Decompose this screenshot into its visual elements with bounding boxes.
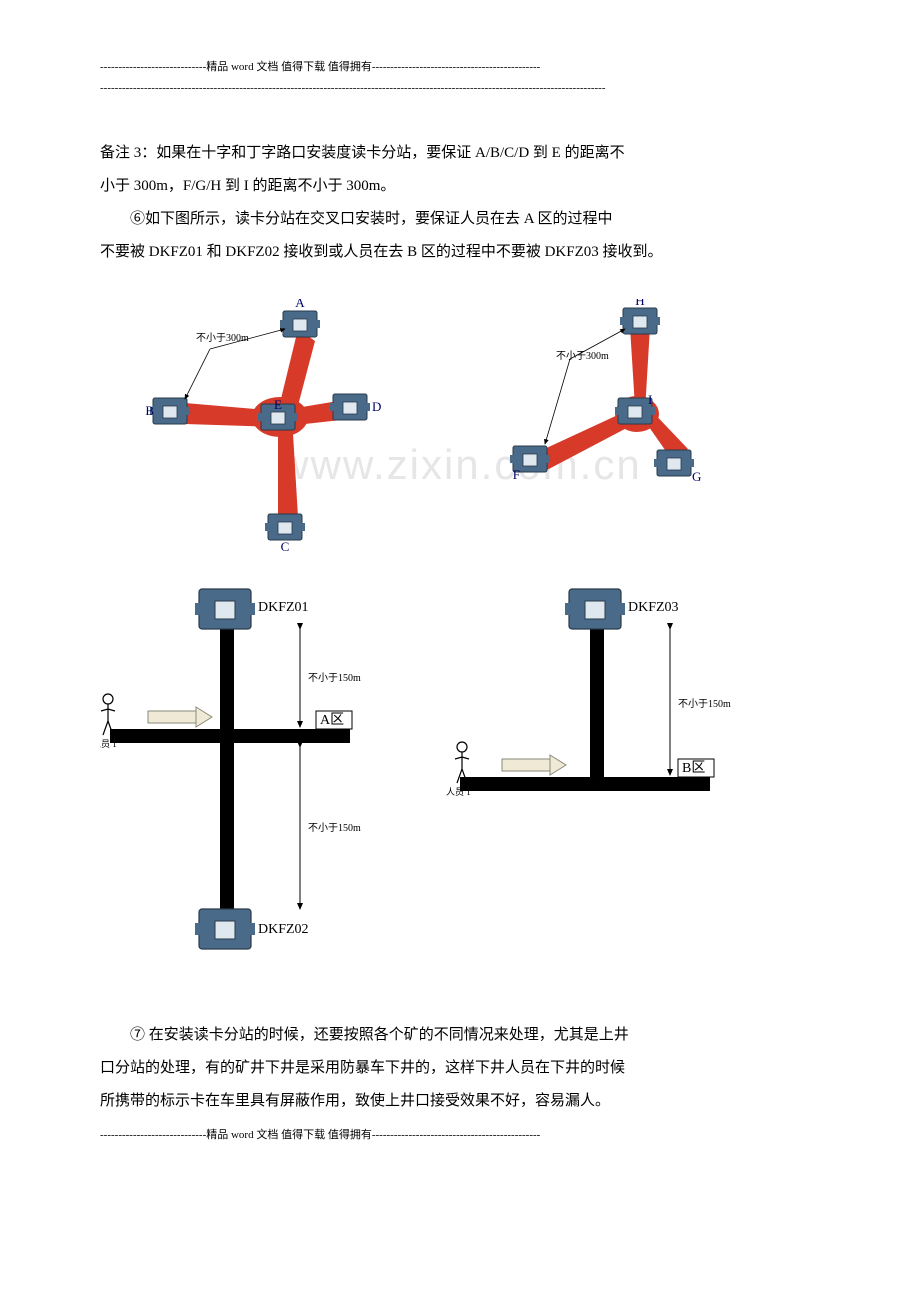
station-A xyxy=(280,311,320,337)
label-A: A xyxy=(295,299,305,310)
note3-line-b: 小于 300m，F/G/H 到 I 的距离不小于 300m。 xyxy=(100,170,820,203)
arrow-left xyxy=(148,707,212,727)
diagram-bottom-left: DKFZ01 DKFZ02 不小于150m 不小于150m 人员 1 A区 xyxy=(100,589,361,949)
arrow-right-shape xyxy=(502,755,566,775)
diagram-top-left: A B C D E 不小于300m xyxy=(145,299,381,554)
note-150m-top: 不小于150m xyxy=(308,672,361,684)
station-H xyxy=(620,308,660,334)
label-I: I xyxy=(648,392,652,407)
label-C: C xyxy=(281,539,290,554)
person-left xyxy=(101,694,115,735)
label-dkfz02: DKFZ02 xyxy=(258,922,309,937)
note-300m-left: 不小于300m xyxy=(196,332,249,344)
zone-B: B区 xyxy=(682,760,705,776)
header-line-2: ----------------------------------------… xyxy=(100,81,820,96)
label-G: G xyxy=(692,469,701,484)
para6-line-a: ⑥如下图所示，读卡分站在交叉口安装时，要保证人员在去 A 区的过程中 xyxy=(100,203,820,236)
label-dkfz03: DKFZ03 xyxy=(628,600,679,615)
label-E: E xyxy=(274,397,282,412)
header-line-1: -----------------------------精品 word 文档 … xyxy=(100,60,820,75)
station-D xyxy=(330,394,370,420)
label-F: F xyxy=(513,467,520,482)
station-B xyxy=(150,398,190,424)
document-content: 备注 3：如果在十字和丁字路口安装度读卡分站，要保证 A/B/C/D 到 E 的… xyxy=(100,137,820,1118)
station-dkfz03 xyxy=(565,589,625,629)
station-G xyxy=(654,450,694,476)
person-right xyxy=(455,742,469,783)
note-150m-bot: 不小于150m xyxy=(308,822,361,834)
label-H: H xyxy=(635,299,644,308)
station-dkfz01 xyxy=(195,589,255,629)
diagram-top-right: H F G I 不小于300m xyxy=(510,299,701,484)
station-C xyxy=(265,514,305,540)
person-label-left: 人员 1 xyxy=(100,739,117,749)
person-label-right: 人员 1 xyxy=(446,787,471,797)
label-dkfz01: DKFZ01 xyxy=(258,600,309,615)
para7-line-b: 口分站的处理，有的矿井下井是采用防暴车下井的，这样下井人员在下井的时候 xyxy=(100,1052,820,1085)
zone-A: A区 xyxy=(320,712,344,728)
diagram-bottom-right: DKFZ03 不小于150m 人员 1 B区 xyxy=(446,589,731,797)
label-D: D xyxy=(372,399,381,414)
para7-line-a: ⑦ 在安装读卡分站的时候，还要按照各个矿的不同情况来处理，尤其是上井 xyxy=(100,1019,820,1052)
diagram-container: www.zixin.com.cn xyxy=(100,299,820,999)
note-300m-right: 不小于300m xyxy=(556,350,609,362)
para7-line-c: 所携带的标示卡在车里具有屏蔽作用，致使上井口接受效果不好，容易漏人。 xyxy=(100,1085,820,1118)
station-dkfz02 xyxy=(195,909,255,949)
footer-line: -----------------------------精品 word 文档 … xyxy=(100,1128,820,1143)
label-B: B xyxy=(145,403,154,418)
note3-line-a: 备注 3：如果在十字和丁字路口安装度读卡分站，要保证 A/B/C/D 到 E 的… xyxy=(100,137,820,170)
note-150m-right: 不小于150m xyxy=(678,698,731,710)
diagram-svg: A B C D E 不小于300m H xyxy=(100,299,820,999)
para6-line-b: 不要被 DKFZ01 和 DKFZ02 接收到或人员在去 B 区的过程中不要被 … xyxy=(100,236,820,269)
